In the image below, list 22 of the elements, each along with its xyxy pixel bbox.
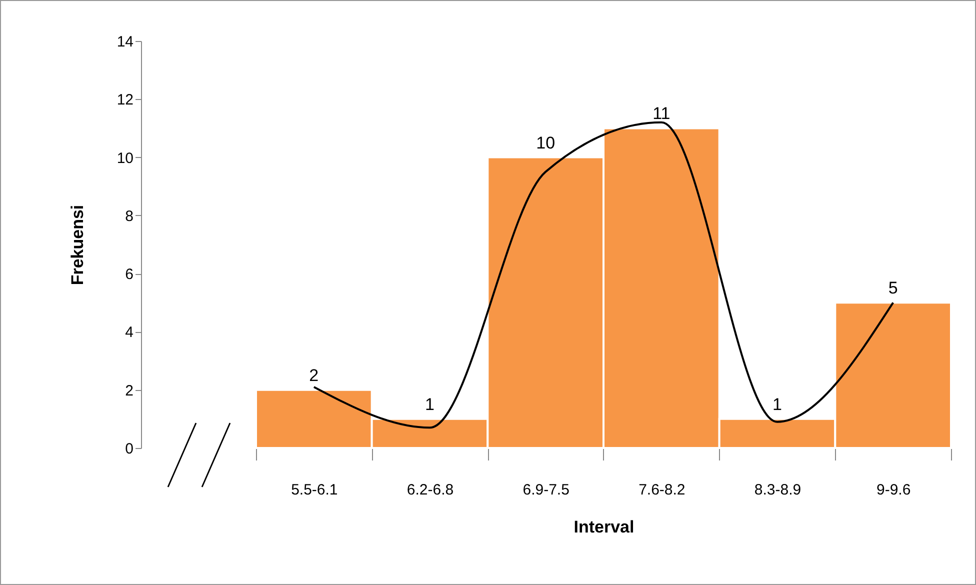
y-tick-label: 4 bbox=[125, 324, 134, 342]
data-label: 11 bbox=[652, 104, 670, 124]
x-tick-label: 9-9.6 bbox=[876, 482, 911, 498]
data-label: 2 bbox=[309, 366, 319, 385]
y-tick-label: 0 bbox=[125, 440, 134, 458]
x-tick-label: 6.9-7.5 bbox=[522, 482, 570, 498]
y-axis-title: Frekuensi bbox=[68, 204, 87, 286]
y-tick-label: 10 bbox=[116, 150, 134, 167]
y-tick-label: 8 bbox=[125, 208, 134, 225]
y-tick-label: 12 bbox=[116, 92, 134, 109]
x-axis-title: Interval bbox=[574, 518, 634, 536]
y-tick-label: 2 bbox=[125, 382, 134, 400]
data-label: 10 bbox=[536, 133, 556, 152]
data-label: 1 bbox=[772, 394, 782, 414]
y-tick-label: 6 bbox=[125, 266, 134, 284]
data-label: 5 bbox=[888, 278, 898, 298]
x-tick-label: 7.6-8.2 bbox=[638, 482, 686, 498]
y-tick-label: 14 bbox=[116, 34, 134, 50]
x-tick-label: 5.5-6.1 bbox=[291, 482, 338, 498]
data-label: 1 bbox=[425, 394, 434, 414]
x-tick-label: 8.3-8.9 bbox=[754, 482, 802, 498]
x-tick-label: 6.2-6.8 bbox=[406, 482, 454, 498]
